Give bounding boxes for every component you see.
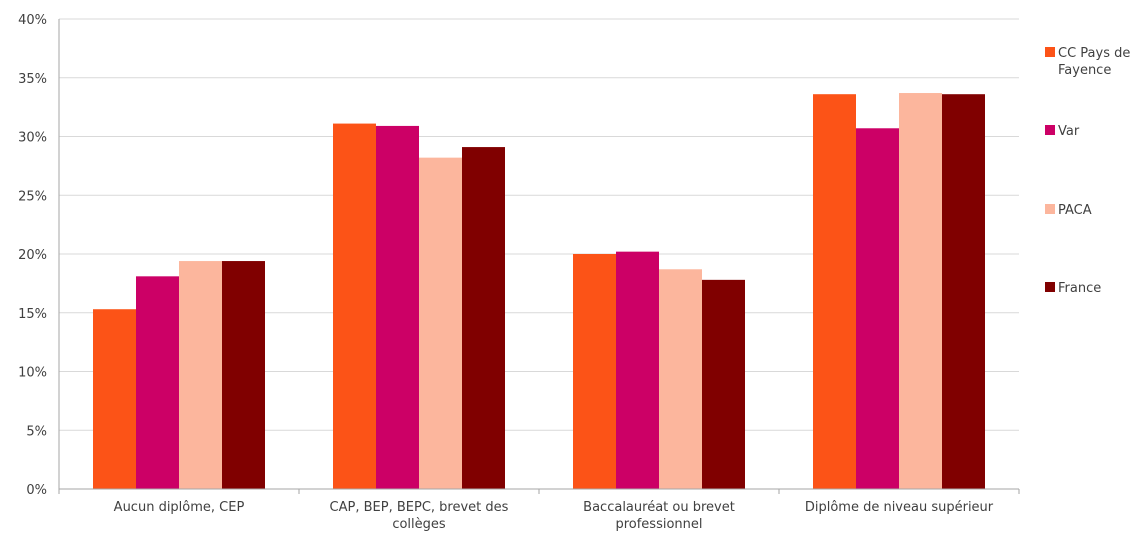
- bar: [93, 309, 136, 489]
- bar: [376, 125, 419, 490]
- legend-swatch: [1045, 47, 1055, 57]
- y-tick-label: 40%: [18, 13, 47, 28]
- legend-swatch: [1045, 125, 1055, 135]
- y-tick-label: 10%: [18, 366, 47, 381]
- bar: [419, 157, 462, 489]
- bar: [702, 279, 745, 489]
- legend-label: CC Pays de Fayence: [1058, 46, 1130, 78]
- x-tick-label: Diplôme de niveau supérieur: [805, 500, 994, 515]
- y-tick-label: 20%: [18, 248, 47, 263]
- bar: [813, 94, 856, 489]
- y-tick-label: 15%: [18, 307, 47, 322]
- bar: [942, 94, 985, 489]
- bar: [616, 251, 659, 489]
- y-tick-label: 0%: [26, 483, 47, 498]
- bars: [93, 93, 985, 490]
- bar: [333, 123, 376, 489]
- legend-label: Var: [1058, 124, 1080, 139]
- legend-label: France: [1058, 281, 1101, 296]
- bar: [136, 276, 179, 489]
- y-tick-label: 25%: [18, 189, 47, 204]
- y-tick-label: 35%: [18, 72, 47, 87]
- bar: [179, 261, 222, 489]
- bar: [659, 269, 702, 489]
- bar: [573, 254, 616, 489]
- x-tick-label: CAP, BEP, BEPC, brevet des collèges: [330, 500, 509, 532]
- y-tick-label: 30%: [18, 131, 47, 146]
- bar: [222, 261, 265, 489]
- legend-swatch: [1045, 282, 1055, 292]
- legend-label: PACA: [1058, 203, 1092, 218]
- y-tick-label: 5%: [26, 424, 47, 439]
- legend-swatch: [1045, 204, 1055, 214]
- x-tick-label: Aucun diplôme, CEP: [114, 500, 245, 515]
- axes: 0% 5% 10% 15% 20% 25% 30% 35% 40% Aucun diplôme, …: [18, 13, 1020, 532]
- bar: [462, 147, 505, 489]
- bar: [856, 128, 899, 489]
- legend: CC Pays de Fayence Var PACA France: [1045, 46, 1130, 296]
- x-tick-label: Baccalauréat ou brevet professionnel: [583, 500, 735, 532]
- bar: [899, 93, 942, 490]
